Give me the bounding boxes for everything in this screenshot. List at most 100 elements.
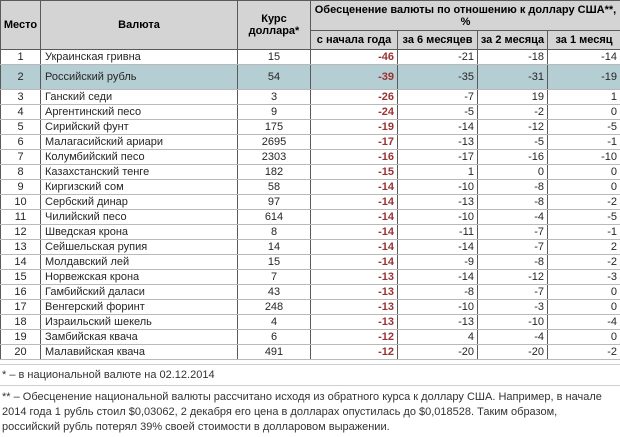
cell-m2: 0 <box>478 165 548 180</box>
cell-ytd: -19 <box>311 120 398 135</box>
cell-m1: 0 <box>548 300 620 315</box>
cell-currency: Ганский седи <box>41 90 238 105</box>
cell-m1: 0 <box>548 180 620 195</box>
cell-m1: 0 <box>548 330 620 345</box>
cell-m6: 1 <box>398 165 478 180</box>
cell-m2: -5 <box>478 135 548 150</box>
cell-place: 4 <box>1 105 41 120</box>
cell-currency: Российский рубль <box>41 65 238 90</box>
cell-rate: 2303 <box>238 150 311 165</box>
cell-rate: 6 <box>238 330 311 345</box>
cell-place: 7 <box>1 150 41 165</box>
cell-currency: Молдавский лей <box>41 255 238 270</box>
cell-m1: -4 <box>548 315 620 330</box>
cell-m1: -19 <box>548 65 620 90</box>
column-header-1m: за 1 месяц <box>548 31 620 50</box>
cell-ytd: -16 <box>311 150 398 165</box>
cell-m6: -11 <box>398 225 478 240</box>
cell-currency: Сейшельская рупия <box>41 240 238 255</box>
cell-m6: -10 <box>398 210 478 225</box>
column-header-6m: за 6 месяцев <box>398 31 478 50</box>
cell-ytd: -14 <box>311 195 398 210</box>
cell-currency: Малагасийский ариари <box>41 135 238 150</box>
cell-m6: -17 <box>398 150 478 165</box>
column-header-rate: Курс доллара* <box>238 1 311 50</box>
cell-m2: -31 <box>478 65 548 90</box>
cell-place: 16 <box>1 285 41 300</box>
cell-m6: -21 <box>398 50 478 65</box>
cell-m6: -14 <box>398 240 478 255</box>
cell-m2: -4 <box>478 210 548 225</box>
cell-rate: 43 <box>238 285 311 300</box>
cell-m2: 19 <box>478 90 548 105</box>
cell-currency: Норвежская крона <box>41 270 238 285</box>
footnote-depreciation: ** – Обесценение национальной валюты рас… <box>0 386 620 437</box>
cell-m6: -9 <box>398 255 478 270</box>
cell-rate: 54 <box>238 65 311 90</box>
cell-currency: Гамбийский даласи <box>41 285 238 300</box>
cell-place: 8 <box>1 165 41 180</box>
cell-m6: -14 <box>398 120 478 135</box>
cell-ytd: -26 <box>311 90 398 105</box>
cell-rate: 2695 <box>238 135 311 150</box>
cell-rate: 9 <box>238 105 311 120</box>
cell-m6: -13 <box>398 315 478 330</box>
cell-place: 9 <box>1 180 41 195</box>
cell-place: 6 <box>1 135 41 150</box>
cell-m2: -7 <box>478 285 548 300</box>
cell-m2: -2 <box>478 105 548 120</box>
cell-m2: -8 <box>478 255 548 270</box>
cell-m6: -8 <box>398 285 478 300</box>
cell-m2: -4 <box>478 330 548 345</box>
cell-rate: 14 <box>238 240 311 255</box>
cell-ytd: -13 <box>311 285 398 300</box>
cell-m1: -1 <box>548 135 620 150</box>
cell-rate: 7 <box>238 270 311 285</box>
cell-m1: 0 <box>548 285 620 300</box>
cell-m2: -7 <box>478 240 548 255</box>
cell-place: 11 <box>1 210 41 225</box>
cell-m6: -20 <box>398 345 478 360</box>
cell-m6: -13 <box>398 135 478 150</box>
cell-m1: -5 <box>548 120 620 135</box>
cell-m1: 1 <box>548 90 620 105</box>
cell-rate: 4 <box>238 315 311 330</box>
cell-m1: -2 <box>548 345 620 360</box>
cell-place: 1 <box>1 50 41 65</box>
cell-rate: 614 <box>238 210 311 225</box>
cell-m1: -3 <box>548 270 620 285</box>
cell-rate: 182 <box>238 165 311 180</box>
cell-place: 5 <box>1 120 41 135</box>
cell-ytd: -17 <box>311 135 398 150</box>
cell-ytd: -46 <box>311 50 398 65</box>
cell-currency: Малавийская квача <box>41 345 238 360</box>
cell-place: 18 <box>1 315 41 330</box>
cell-m2: -3 <box>478 300 548 315</box>
cell-rate: 248 <box>238 300 311 315</box>
cell-ytd: -24 <box>311 105 398 120</box>
cell-place: 20 <box>1 345 41 360</box>
cell-ytd: -14 <box>311 180 398 195</box>
column-header-place: Место <box>1 1 41 50</box>
cell-currency: Шведская крона <box>41 225 238 240</box>
cell-rate: 8 <box>238 225 311 240</box>
cell-currency: Колумбийский песо <box>41 150 238 165</box>
column-header-2m: за 2 месяца <box>478 31 548 50</box>
cell-place: 12 <box>1 225 41 240</box>
cell-currency: Израильский шекель <box>41 315 238 330</box>
cell-rate: 175 <box>238 120 311 135</box>
cell-place: 17 <box>1 300 41 315</box>
cell-m1: -5 <box>548 210 620 225</box>
